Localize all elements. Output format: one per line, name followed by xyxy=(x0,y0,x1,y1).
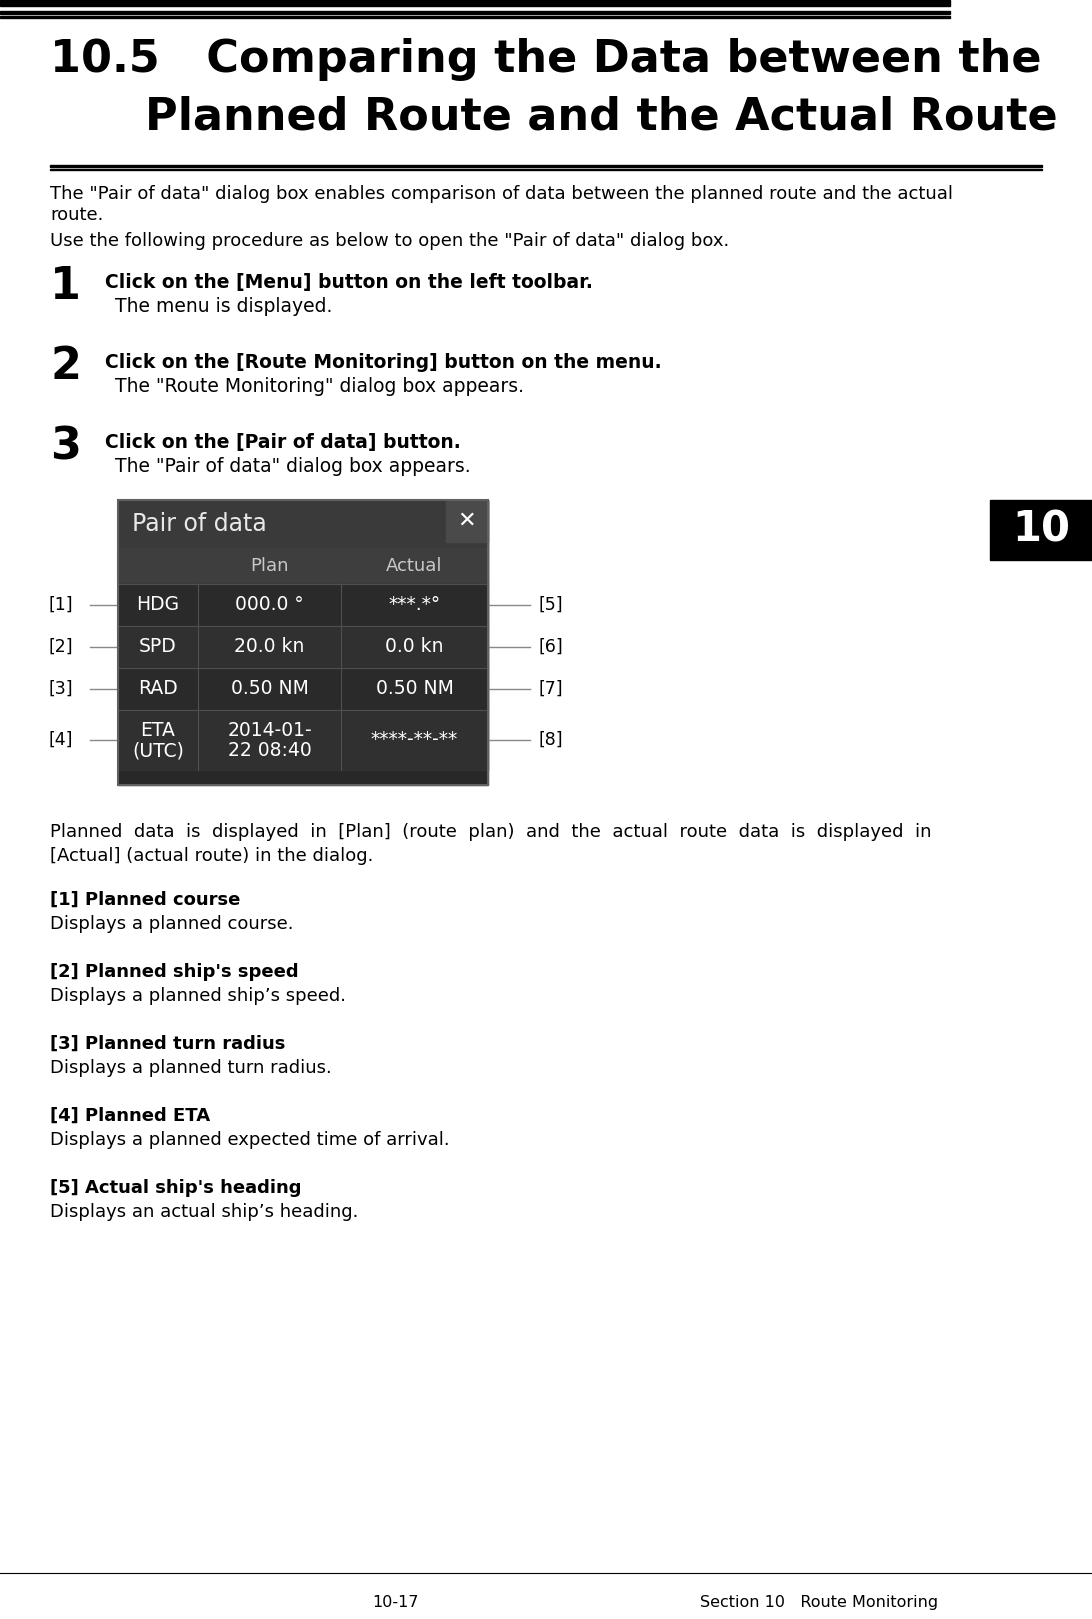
Text: Click on the [Pair of data] button.: Click on the [Pair of data] button. xyxy=(105,432,461,452)
Text: 1: 1 xyxy=(50,266,81,308)
Text: [1] Planned course: [1] Planned course xyxy=(50,890,240,908)
Text: Displays a planned ship’s speed.: Displays a planned ship’s speed. xyxy=(50,988,346,1005)
Text: Displays a planned expected time of arrival.: Displays a planned expected time of arri… xyxy=(50,1132,450,1149)
Text: 2014-01-: 2014-01- xyxy=(227,722,312,740)
Text: Click on the [Menu] button on the left toolbar.: Click on the [Menu] button on the left t… xyxy=(105,274,593,291)
Text: 10: 10 xyxy=(1012,508,1070,550)
Bar xyxy=(118,500,488,785)
Text: [Actual] (actual route) in the dialog.: [Actual] (actual route) in the dialog. xyxy=(50,847,373,865)
Text: Displays a planned course.: Displays a planned course. xyxy=(50,915,294,933)
Bar xyxy=(118,500,488,785)
Text: 0.0 kn: 0.0 kn xyxy=(385,638,443,656)
Text: 20.0 kn: 20.0 kn xyxy=(235,638,305,656)
Text: 10-17: 10-17 xyxy=(371,1595,418,1609)
Text: [3]: [3] xyxy=(48,680,73,698)
Text: Actual: Actual xyxy=(387,557,442,575)
Text: 10.5   Comparing the Data between the: 10.5 Comparing the Data between the xyxy=(50,37,1042,81)
Text: Displays a planned turn radius.: Displays a planned turn radius. xyxy=(50,1059,332,1077)
Text: 22 08:40: 22 08:40 xyxy=(227,742,311,761)
Bar xyxy=(990,500,1092,560)
Bar xyxy=(118,669,488,711)
Text: ETA: ETA xyxy=(141,722,176,740)
Text: route.: route. xyxy=(50,206,104,223)
Text: [5]: [5] xyxy=(538,596,562,614)
Bar xyxy=(446,500,488,542)
Text: Click on the [Route Monitoring] button on the menu.: Click on the [Route Monitoring] button o… xyxy=(105,353,662,372)
Text: [8]: [8] xyxy=(538,732,562,750)
Text: [4] Planned ETA: [4] Planned ETA xyxy=(50,1107,210,1125)
Text: Plan: Plan xyxy=(250,557,288,575)
Text: The menu is displayed.: The menu is displayed. xyxy=(115,296,332,316)
Text: 2: 2 xyxy=(50,345,81,389)
Text: 0.50 NM: 0.50 NM xyxy=(376,680,453,698)
Text: [2]: [2] xyxy=(48,638,73,656)
Bar xyxy=(118,584,488,627)
Bar xyxy=(118,627,488,669)
Text: Planned  data  is  displayed  in  [Plan]  (route  plan)  and  the  actual  route: Planned data is displayed in [Plan] (rou… xyxy=(50,822,931,840)
Text: Section 10   Route Monitoring: Section 10 Route Monitoring xyxy=(700,1595,938,1609)
Text: The "Route Monitoring" dialog box appears.: The "Route Monitoring" dialog box appear… xyxy=(115,377,524,397)
Text: Displays an actual ship’s heading.: Displays an actual ship’s heading. xyxy=(50,1203,358,1221)
Text: [5] Actual ship's heading: [5] Actual ship's heading xyxy=(50,1179,301,1196)
Bar xyxy=(118,547,488,584)
Bar xyxy=(50,165,1042,167)
Bar xyxy=(0,0,950,6)
Text: [1]: [1] xyxy=(48,596,73,614)
Text: [2] Planned ship's speed: [2] Planned ship's speed xyxy=(50,963,298,981)
Text: HDG: HDG xyxy=(136,596,179,615)
Text: ***.*°: ***.*° xyxy=(389,596,440,615)
Text: Pair of data: Pair of data xyxy=(132,512,266,536)
Text: [4]: [4] xyxy=(48,732,72,750)
Text: The "Pair of data" dialog box appears.: The "Pair of data" dialog box appears. xyxy=(115,457,471,476)
Text: 000.0 °: 000.0 ° xyxy=(235,596,304,615)
Text: RAD: RAD xyxy=(138,680,178,698)
Text: Planned Route and the Actual Route: Planned Route and the Actual Route xyxy=(145,96,1058,138)
Text: [6]: [6] xyxy=(538,638,562,656)
Text: SPD: SPD xyxy=(139,638,177,656)
Text: (UTC): (UTC) xyxy=(132,742,183,761)
Text: [3] Planned turn radius: [3] Planned turn radius xyxy=(50,1035,285,1052)
Text: 0.50 NM: 0.50 NM xyxy=(230,680,308,698)
Text: Use the following procedure as below to open the "Pair of data" dialog box.: Use the following procedure as below to … xyxy=(50,232,729,249)
Text: ✕: ✕ xyxy=(458,512,476,531)
Text: 3: 3 xyxy=(50,426,81,468)
Bar xyxy=(0,11,950,15)
Bar xyxy=(118,500,488,547)
Text: ****-**-**: ****-**-** xyxy=(371,730,459,750)
Text: [7]: [7] xyxy=(538,680,562,698)
Bar xyxy=(118,711,488,771)
Text: The "Pair of data" dialog box enables comparison of data between the planned rou: The "Pair of data" dialog box enables co… xyxy=(50,185,953,202)
